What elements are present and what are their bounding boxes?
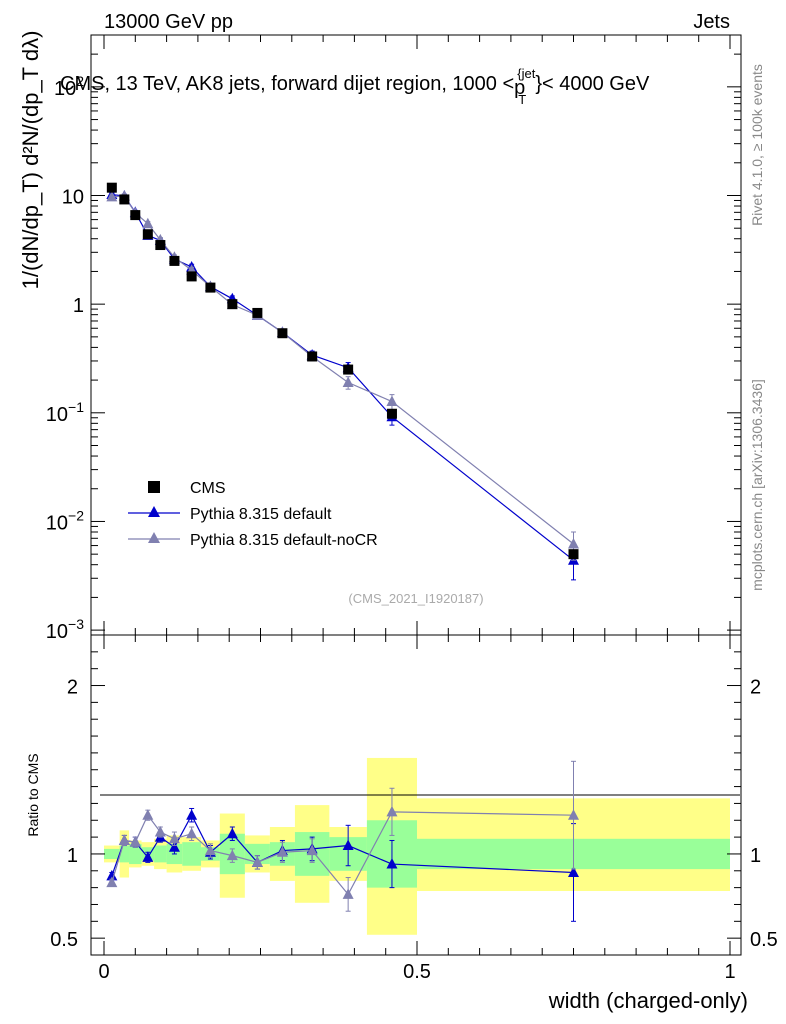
band-inner bbox=[129, 843, 142, 865]
ratio-default-point bbox=[386, 858, 398, 869]
ratio-default-point bbox=[342, 839, 354, 851]
ratio-series-group bbox=[106, 760, 579, 922]
ratio-y-tick-label-right: 0.5 bbox=[750, 929, 778, 951]
cms-point bbox=[205, 282, 216, 293]
cms-point bbox=[119, 194, 130, 205]
cms-point bbox=[252, 307, 263, 318]
ratio-nocr-point bbox=[226, 849, 238, 861]
ratio-nocr-point bbox=[204, 844, 216, 856]
cms-point bbox=[568, 549, 579, 560]
nocr-point bbox=[568, 538, 579, 549]
ratio-default-point bbox=[106, 869, 118, 881]
x-axis-label: width (charged-only) bbox=[548, 988, 748, 1013]
cms-point bbox=[142, 229, 153, 240]
main-y-tick-label: 102 bbox=[54, 73, 84, 100]
ratio-y-tick-label-right: 1 bbox=[750, 845, 761, 867]
tick-labels: 10−3 10−2 10−1 1 10 102 0 0.5 1 0.5 0.5 1 1 2 2 bbox=[46, 73, 778, 983]
cms-point bbox=[343, 364, 354, 375]
main-y-tick-label: 10−2 bbox=[46, 507, 84, 534]
main-y-tick-label: 10−1 bbox=[46, 399, 84, 426]
cms-point bbox=[169, 255, 180, 266]
ratio-nocr-point bbox=[106, 876, 118, 888]
default-line bbox=[111, 193, 574, 561]
ratio-default-point bbox=[186, 809, 198, 820]
ratio-default-point bbox=[168, 841, 180, 852]
cms-point bbox=[307, 351, 318, 362]
ratio-nocr-point bbox=[129, 836, 141, 847]
chart-title: CMS, 13 TeV, AK8 jets, forward dijet reg… bbox=[60, 66, 650, 107]
ratio-nocr-point bbox=[386, 805, 398, 817]
ratio-uncertainty-bands bbox=[104, 757, 730, 935]
ratio-nocr-point bbox=[276, 846, 288, 857]
band-inner bbox=[154, 845, 167, 863]
ratio-nocr-point bbox=[142, 809, 154, 820]
ratio-nocr-point bbox=[186, 827, 198, 839]
main-y-tick-label: 1 bbox=[73, 295, 84, 317]
axis-ticks bbox=[91, 34, 741, 955]
nocr-point bbox=[386, 395, 398, 407]
ratio-nocr-point bbox=[306, 844, 318, 856]
ratio-y-tick-label-left: 0.5 bbox=[50, 929, 78, 951]
main-y-tick-label: 10 bbox=[62, 186, 84, 208]
ratio-plot-frame bbox=[90, 634, 742, 956]
ratio-y-tick-label-right: 2 bbox=[750, 677, 761, 699]
nocr-point bbox=[142, 217, 154, 229]
cms-point bbox=[155, 240, 166, 251]
ratio-y-axis-label: Ratio to CMS bbox=[25, 753, 41, 836]
legend-label-nocr: Pythia 8.315 default-noCR bbox=[190, 532, 378, 549]
ratio-default-point bbox=[142, 851, 154, 862]
cms-point bbox=[227, 299, 238, 310]
nocr-line bbox=[111, 195, 574, 545]
band-inner bbox=[119, 845, 130, 863]
cms-point bbox=[106, 182, 117, 193]
main-y-axis-label: 1/(dN/dp_T) d²N/(dp_T dλ) bbox=[18, 31, 43, 290]
ratio-nocr-point bbox=[568, 809, 579, 820]
header-left: 13000 GeV pp bbox=[104, 11, 233, 33]
nocr-point bbox=[106, 190, 118, 202]
band-inner bbox=[182, 842, 202, 866]
ratio-default-point bbox=[226, 827, 238, 839]
legend-label-default: Pythia 8.315 default bbox=[190, 506, 332, 523]
cms-point bbox=[186, 271, 197, 282]
ratio-y-tick-label-left: 2 bbox=[67, 677, 78, 699]
x-tick-label: 0 bbox=[98, 961, 109, 983]
ratio-nocr-point bbox=[251, 856, 263, 867]
cms-point bbox=[277, 328, 288, 339]
band-inner bbox=[104, 848, 120, 859]
legend-label-cms: CMS bbox=[190, 480, 226, 497]
ratio-nocr-point bbox=[118, 834, 130, 845]
cms-point bbox=[130, 210, 141, 221]
ratio-default-point bbox=[568, 866, 579, 877]
x-tick-label: 1 bbox=[724, 961, 735, 983]
main-y-axis-label-text: 1/(dN/dp_T) d²N/(dp_T dλ) bbox=[18, 31, 43, 290]
ratio-nocr-point bbox=[342, 888, 354, 899]
rivet-version-label: Rivet 4.1.0, ≥ 100k events bbox=[749, 64, 765, 226]
legend-marker-nocr bbox=[148, 532, 160, 543]
ratio-y-tick-label-left: 1 bbox=[67, 845, 78, 867]
ratio-nocr-point bbox=[154, 826, 166, 837]
analysis-watermark: (CMS_2021_I1920187) bbox=[348, 591, 483, 606]
legend: CMS Pythia 8.315 default Pythia 8.315 de… bbox=[128, 480, 378, 549]
main-plot-frame bbox=[90, 34, 742, 636]
x-tick-label: 0.5 bbox=[403, 961, 431, 983]
mcplots-label: mcplots.cern.ch [arXiv:1306.3436] bbox=[749, 379, 765, 591]
main-y-tick-label: 10−3 bbox=[46, 616, 84, 643]
nocr-point bbox=[342, 376, 354, 388]
header-right: Jets bbox=[693, 11, 730, 33]
legend-marker-cms bbox=[148, 481, 160, 493]
cms-point bbox=[386, 408, 397, 419]
ratio-nocr-point bbox=[168, 832, 180, 844]
legend-marker-default bbox=[148, 506, 160, 517]
main-series-group bbox=[106, 182, 579, 581]
